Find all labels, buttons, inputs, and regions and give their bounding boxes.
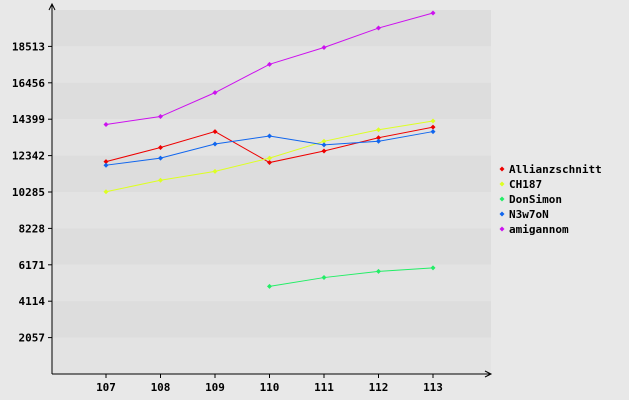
x-tick-label: 112 <box>369 381 389 394</box>
legend-marker <box>499 226 505 232</box>
data-point <box>267 155 272 161</box>
legend-label: DonSimon <box>509 193 562 206</box>
data-point <box>321 138 327 144</box>
data-point <box>158 177 163 183</box>
data-point <box>430 129 436 135</box>
x-tick-label: 108 <box>151 381 171 394</box>
legend-label: N3w7oN <box>509 208 549 221</box>
data-point <box>376 127 381 133</box>
y-tick-label: 10285 <box>12 186 45 199</box>
data-point <box>430 118 436 124</box>
y-axis-ticks: 2057 4114 6171 8228 10285 12342 14399 16456 1851… <box>12 40 52 345</box>
data-point <box>376 25 381 31</box>
series-lines <box>103 10 436 289</box>
y-tick-label: 2057 <box>19 332 46 345</box>
data-point <box>321 275 327 281</box>
x-tick-label: 109 <box>205 381 225 394</box>
grid-band <box>52 155 491 192</box>
grid-band <box>52 301 491 338</box>
x-axis-ticks: 107 108 109 110 111 112 113 <box>96 374 443 394</box>
data-point <box>103 121 109 127</box>
legend-marker <box>499 166 505 172</box>
data-point <box>376 138 381 144</box>
legend-item: Allianzschnitt <box>499 163 602 176</box>
x-axis-arrow <box>484 370 493 378</box>
grid-band <box>52 82 491 120</box>
y-tick-label: 16456 <box>12 77 45 90</box>
data-point <box>267 133 272 139</box>
y-tick-label: 8228 <box>19 222 46 235</box>
data-point <box>103 162 109 168</box>
legend: Allianzschnitt CH187 DonSimon N3w7oN amigann… <box>499 163 602 236</box>
y-tick-label: 12342 <box>12 150 45 163</box>
x-tick-label: 113 <box>423 381 443 394</box>
legend-item: CH187 <box>499 178 542 191</box>
data-point <box>212 129 218 135</box>
data-point <box>376 135 381 141</box>
grid-band <box>52 228 491 265</box>
data-point <box>267 61 272 67</box>
legend-marker <box>499 181 505 187</box>
grid-band <box>52 264 491 302</box>
data-point <box>430 124 436 130</box>
series-amigannom <box>103 10 436 127</box>
data-point <box>158 144 163 150</box>
grid-band <box>52 192 491 229</box>
legend-label: amigannom <box>509 223 569 236</box>
grid-band <box>52 10 491 47</box>
grid-band <box>52 337 491 374</box>
x-tick-label: 111 <box>314 381 334 394</box>
series-allianzschnitt <box>103 124 436 166</box>
data-point <box>321 45 327 51</box>
data-point <box>212 90 218 96</box>
grid-band <box>52 119 491 156</box>
data-point <box>430 265 436 271</box>
data-point <box>267 283 272 289</box>
data-point <box>321 148 327 154</box>
data-point <box>158 155 163 161</box>
legend-marker <box>499 211 505 217</box>
data-point <box>212 141 218 147</box>
series-donsimon <box>267 265 436 289</box>
legend-marker <box>499 196 505 202</box>
y-tick-label: 14399 <box>12 113 45 126</box>
data-point <box>430 10 436 16</box>
series-ch187 <box>103 118 436 195</box>
legend-item: amigannom <box>499 223 569 236</box>
series-line <box>269 267 434 287</box>
y-axis-arrow <box>48 2 56 11</box>
legend-label: Allianzschnitt <box>509 163 602 176</box>
data-point <box>212 168 218 174</box>
data-point <box>158 114 163 120</box>
data-point <box>267 160 272 166</box>
series-n3w7on <box>103 129 436 168</box>
axes <box>48 2 493 378</box>
legend-item: N3w7oN <box>499 208 549 221</box>
x-tick-label: 110 <box>260 381 280 394</box>
legend-label: CH187 <box>509 178 542 191</box>
x-tick-label: 107 <box>96 381 116 394</box>
grid-bands <box>52 10 491 374</box>
y-tick-label: 18513 <box>12 40 45 53</box>
legend-item: DonSimon <box>499 193 562 206</box>
y-tick-label: 4114 <box>19 295 46 308</box>
data-point <box>376 268 381 274</box>
y-tick-label: 6171 <box>19 259 46 272</box>
data-point <box>103 159 109 165</box>
data-point <box>321 142 327 148</box>
data-point <box>103 189 109 195</box>
